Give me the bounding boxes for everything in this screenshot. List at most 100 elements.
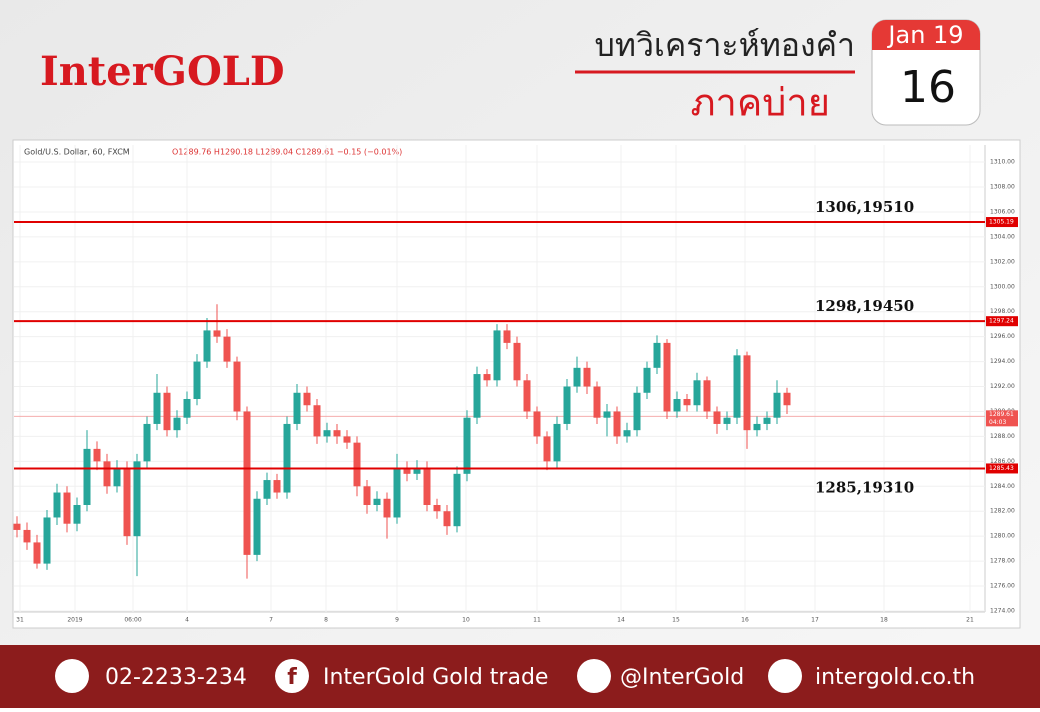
candle-body	[653, 342, 661, 368]
candle-body	[773, 392, 781, 418]
y-tick-label: 1274.00	[990, 608, 1015, 615]
candle-body	[643, 367, 651, 393]
candle-body	[413, 467, 421, 474]
candle-body	[693, 380, 701, 406]
candle-body	[633, 392, 641, 431]
level-tag	[986, 463, 1018, 474]
level-tag-label: 1297.24	[989, 318, 1014, 325]
candle-body	[733, 355, 741, 418]
candle-body	[763, 417, 771, 424]
candle-body	[253, 498, 261, 555]
candle-body	[543, 436, 551, 462]
candle-body	[423, 467, 431, 505]
x-tick-label: 06:00	[124, 617, 141, 624]
level-tag	[986, 316, 1018, 327]
candle-body	[563, 386, 571, 424]
candle-body	[313, 405, 321, 437]
y-tick-label: 1308.00	[990, 184, 1015, 191]
level-annotation: 1298,19450	[815, 297, 914, 315]
candle-body	[393, 467, 401, 518]
candle-body	[433, 505, 441, 512]
y-tick-label: 1284.00	[990, 483, 1015, 490]
y-tick-label: 1280.00	[990, 533, 1015, 540]
title: บทวิเคราะห์ทองคำ	[595, 26, 855, 64]
footer-phone: 02-2233-234	[105, 665, 247, 690]
y-tick-label: 1302.00	[990, 258, 1015, 265]
x-tick-label: 31	[16, 617, 24, 624]
candle-body	[463, 417, 471, 474]
x-tick-label: 11	[533, 617, 541, 624]
y-tick-label: 1294.00	[990, 358, 1015, 365]
candle-body	[153, 392, 161, 424]
candle-body	[333, 430, 341, 437]
candle-body	[553, 423, 561, 462]
countdown-label: 04:03	[989, 419, 1006, 426]
candle-body	[93, 448, 101, 462]
candle-body	[753, 423, 761, 431]
candle-body	[23, 529, 31, 543]
y-tick-label: 1292.00	[990, 383, 1015, 390]
footer-website: intergold.co.th	[815, 665, 975, 690]
candle-body	[523, 380, 531, 412]
level-annotation: 1306,19510	[815, 198, 914, 216]
logo: InterGOLD	[40, 48, 285, 95]
y-tick-label: 1300.00	[990, 283, 1015, 290]
candle-body	[123, 467, 131, 537]
x-tick-label: 8	[324, 617, 328, 624]
x-tick-label: 7	[269, 617, 273, 624]
candle-body	[63, 492, 71, 524]
candle-body	[383, 498, 391, 518]
calendar-day: 16	[900, 62, 956, 113]
candle-body	[203, 330, 211, 362]
y-tick-label: 1288.00	[990, 433, 1015, 440]
footer-line: @InterGold	[620, 665, 744, 690]
candle-body	[263, 480, 271, 499]
candle-body	[73, 505, 81, 524]
candle-body	[533, 411, 541, 437]
current-price-tag	[986, 410, 1018, 427]
x-tick-label: 4	[185, 617, 189, 624]
line-icon	[577, 659, 611, 693]
candle-body	[113, 467, 121, 487]
candle-body	[163, 392, 171, 431]
candle-body	[103, 461, 111, 487]
candle-body	[233, 361, 241, 412]
candle-body	[243, 411, 251, 555]
candle-body	[303, 392, 311, 406]
footer-facebook: InterGold Gold trade	[323, 665, 548, 690]
candle-body	[453, 473, 461, 527]
calendar-top	[872, 20, 980, 50]
symbol: Gold/U.S. Dollar, 60, FXCM	[24, 148, 130, 157]
y-tick-label: 1304.00	[990, 233, 1015, 240]
plot: 1274.00 1276.00 1278.00 1280.00 1282.00 1284.…	[13, 145, 1018, 624]
phone-icon	[55, 659, 89, 693]
x-tick-label: 2019	[67, 617, 82, 624]
y-tick-label: 1310.00	[990, 159, 1015, 166]
facebook-icon	[275, 659, 309, 693]
candle-body	[353, 442, 361, 487]
x-tick-label: 21	[966, 617, 974, 624]
candle-body	[513, 342, 521, 381]
y-tick-label: 1278.00	[990, 558, 1015, 565]
candle-body	[223, 336, 231, 362]
candle-body	[273, 480, 281, 493]
candle-body	[583, 367, 591, 387]
candle-body	[603, 411, 611, 418]
candle-body	[53, 492, 61, 518]
candle-body	[683, 399, 691, 406]
candle-body	[283, 423, 291, 493]
x-tick-label: 9	[395, 617, 399, 624]
candle-body	[183, 399, 191, 418]
candle-body	[593, 386, 601, 418]
candle-body	[503, 330, 511, 343]
candle-body	[673, 399, 681, 412]
ohlc-info: O1289.76 H1290.18 L1289.04 C1289.61 −0.1…	[172, 148, 402, 157]
candle-body	[173, 417, 181, 431]
candle-body	[373, 498, 381, 505]
web-icon	[768, 659, 802, 693]
candle-body	[213, 330, 221, 337]
candle-body	[403, 467, 411, 474]
level-annotation: 1285,19310	[815, 478, 914, 496]
